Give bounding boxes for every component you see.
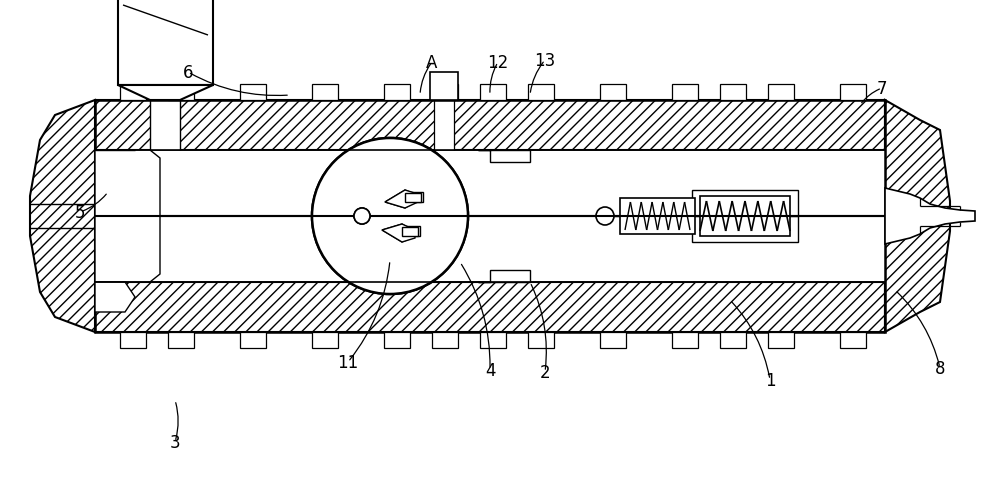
Bar: [240, 85, 266, 101]
Bar: [430, 73, 458, 101]
Bar: [528, 332, 554, 348]
Bar: [432, 85, 458, 101]
Circle shape: [596, 207, 614, 226]
Circle shape: [312, 139, 468, 294]
Text: 3: 3: [170, 433, 180, 451]
Bar: [168, 332, 194, 348]
Bar: [120, 85, 146, 101]
Bar: [312, 332, 338, 348]
Polygon shape: [885, 189, 975, 244]
Bar: [405, 192, 423, 203]
Bar: [600, 85, 626, 101]
Bar: [95, 151, 390, 282]
Text: 11: 11: [337, 353, 359, 371]
Bar: [402, 228, 418, 237]
Bar: [118, 0, 213, 86]
Bar: [432, 332, 458, 348]
Bar: [672, 85, 698, 101]
Text: 7: 7: [877, 80, 887, 98]
Text: 8: 8: [935, 359, 945, 377]
Polygon shape: [478, 151, 530, 163]
Circle shape: [312, 139, 468, 294]
Bar: [95, 101, 885, 332]
Polygon shape: [885, 101, 950, 332]
Bar: [312, 85, 338, 101]
Bar: [150, 101, 180, 151]
Bar: [434, 101, 454, 151]
Polygon shape: [30, 101, 95, 332]
Bar: [480, 85, 506, 101]
Bar: [768, 85, 794, 101]
Bar: [620, 199, 695, 235]
Bar: [768, 332, 794, 348]
Bar: [480, 332, 506, 348]
Polygon shape: [478, 270, 530, 282]
Text: 13: 13: [534, 52, 556, 70]
Circle shape: [354, 209, 370, 225]
Bar: [402, 227, 420, 237]
Bar: [840, 332, 866, 348]
Bar: [700, 197, 790, 237]
Bar: [240, 332, 266, 348]
Text: 5: 5: [75, 204, 85, 222]
Bar: [720, 332, 746, 348]
Bar: [692, 191, 798, 242]
Bar: [384, 332, 410, 348]
Bar: [120, 332, 146, 348]
Text: 1: 1: [765, 371, 775, 389]
Bar: [480, 151, 885, 282]
Text: 2: 2: [540, 363, 550, 381]
Polygon shape: [385, 191, 415, 209]
Bar: [95, 101, 885, 151]
Text: 12: 12: [487, 54, 509, 72]
Bar: [840, 85, 866, 101]
Polygon shape: [95, 282, 135, 312]
Polygon shape: [95, 151, 160, 282]
Polygon shape: [118, 86, 213, 101]
Text: 6: 6: [183, 64, 193, 82]
Polygon shape: [382, 225, 412, 242]
Text: A: A: [426, 54, 438, 72]
Bar: [600, 332, 626, 348]
Polygon shape: [382, 225, 415, 242]
Bar: [528, 85, 554, 101]
Bar: [672, 332, 698, 348]
Text: 4: 4: [485, 361, 495, 379]
Bar: [95, 151, 885, 282]
Bar: [95, 282, 885, 332]
Bar: [168, 85, 194, 101]
Circle shape: [354, 209, 370, 225]
Bar: [720, 85, 746, 101]
Bar: [384, 85, 410, 101]
Bar: [405, 193, 421, 203]
Polygon shape: [385, 191, 418, 209]
